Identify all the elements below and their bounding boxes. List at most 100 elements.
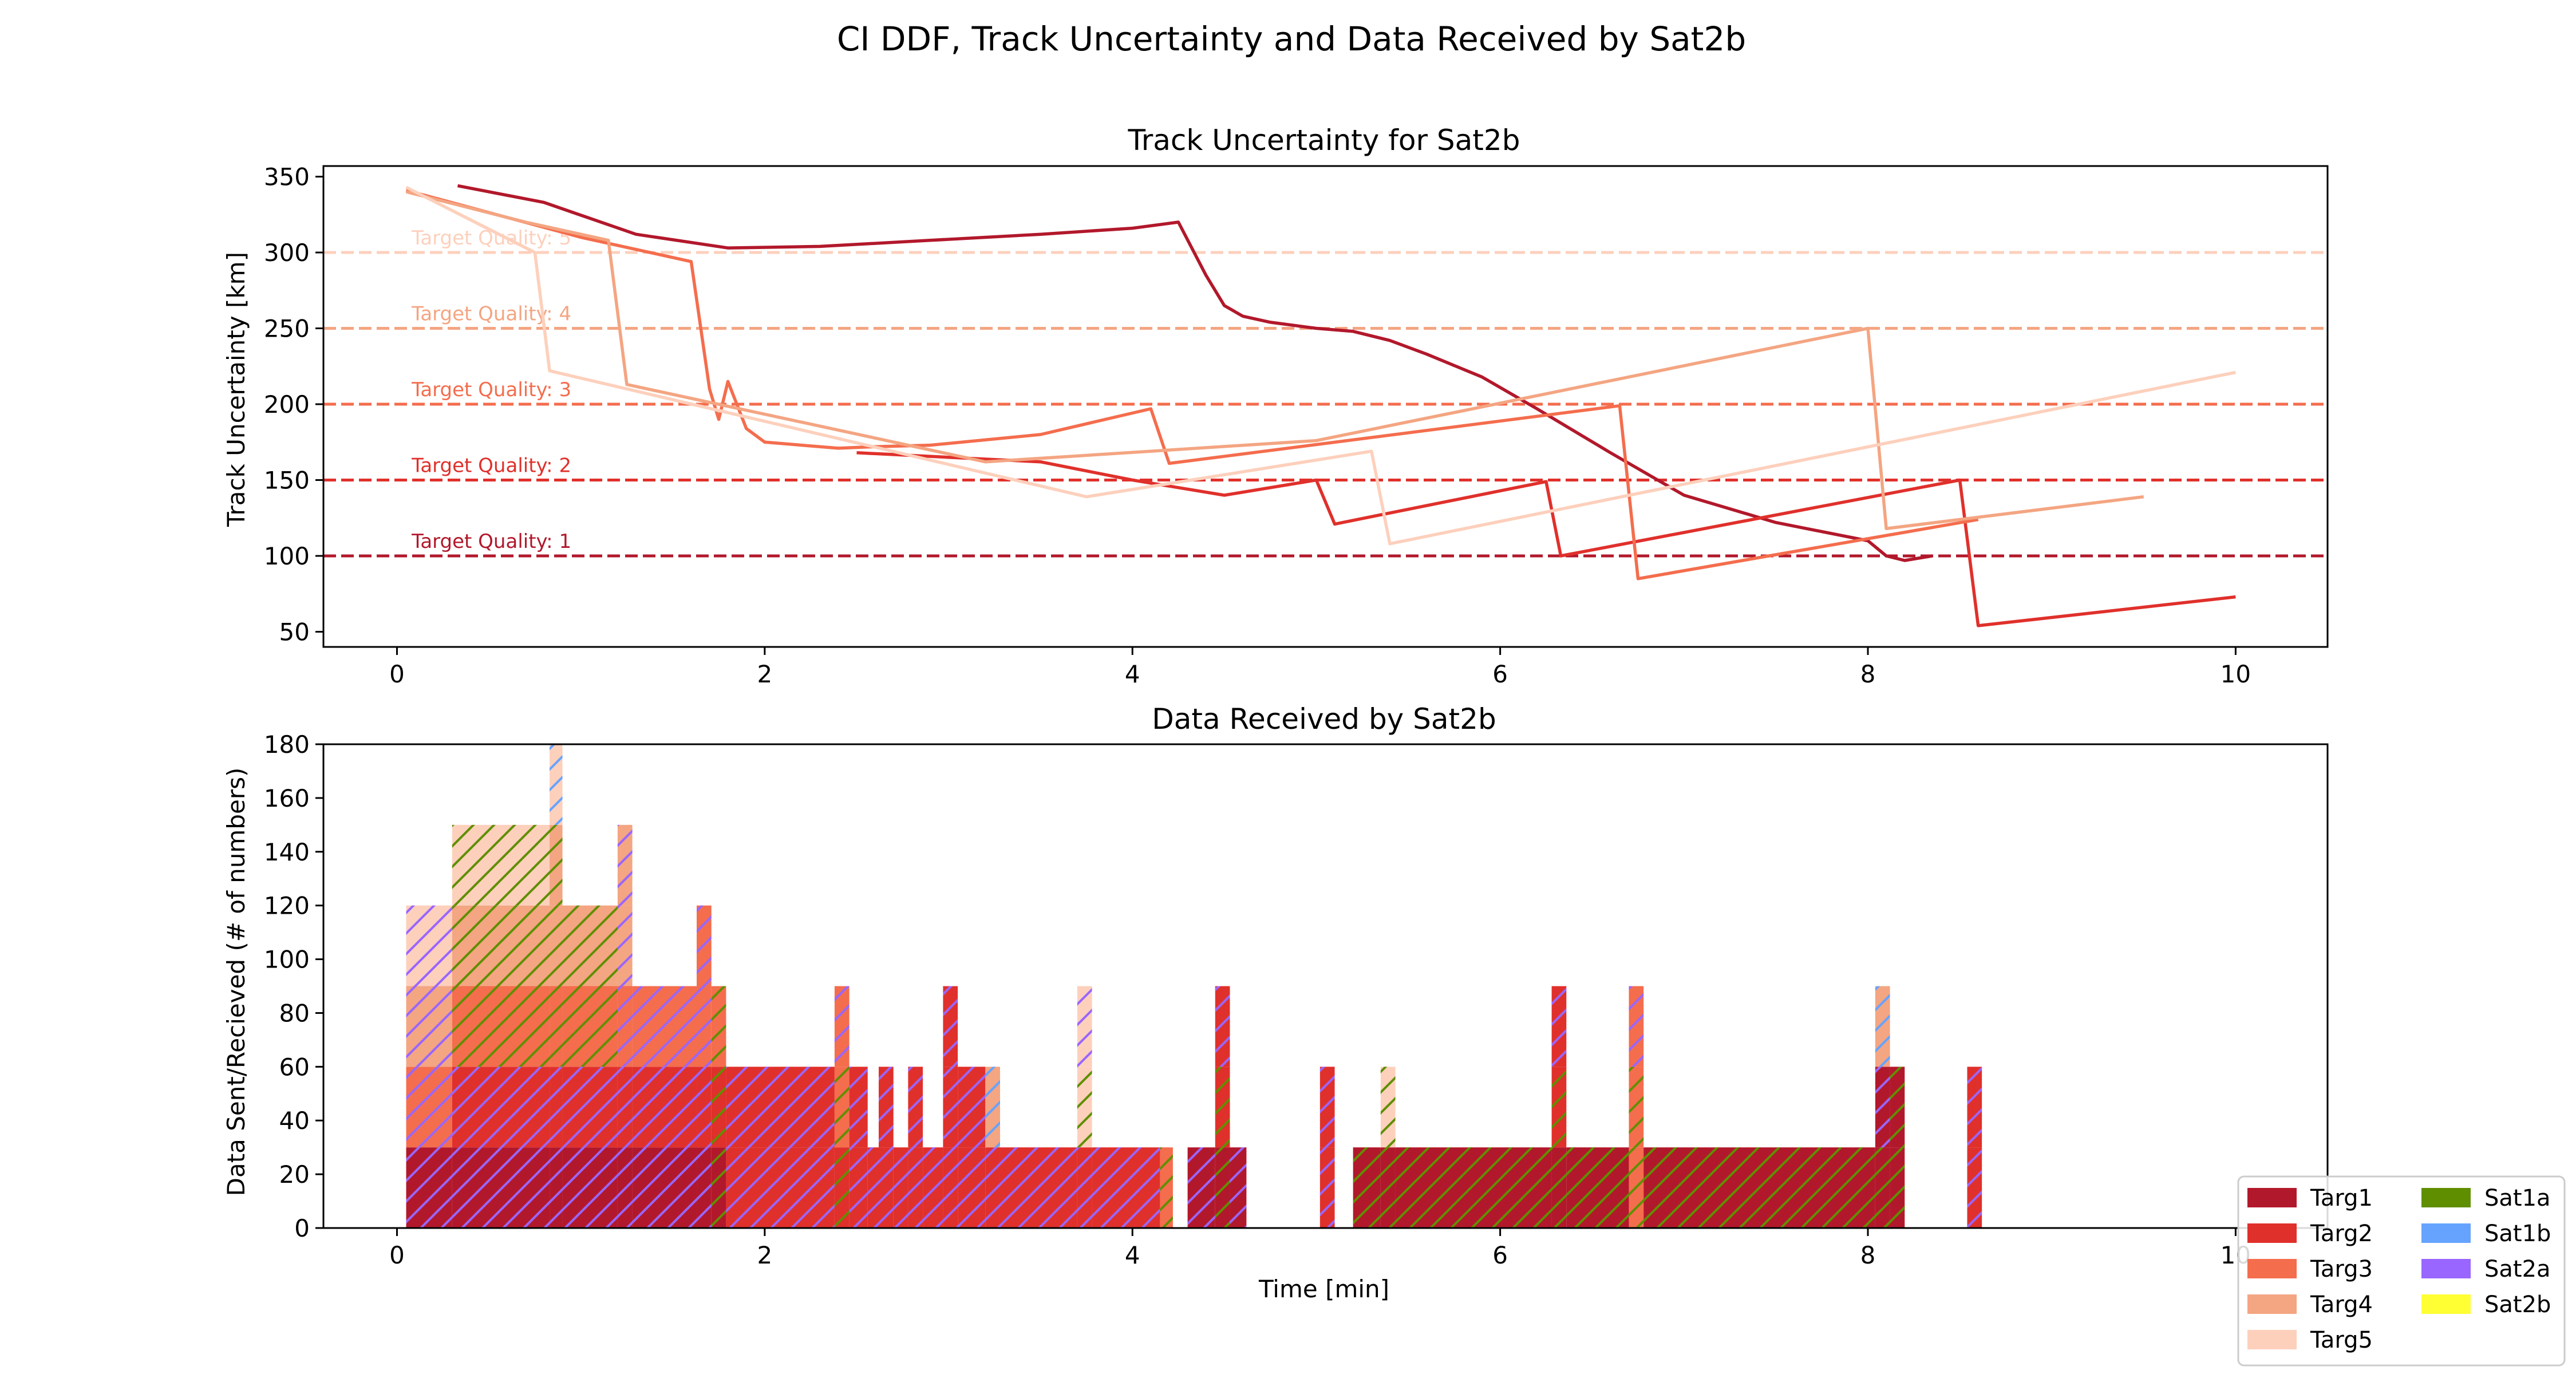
bar-hatch-sat2a	[697, 1147, 712, 1228]
legend-swatch-sat1a	[2421, 1188, 2471, 1207]
bar-hatch-sat2a	[617, 986, 633, 1067]
bar-hatch-sat1a	[550, 824, 563, 906]
bar-hatch-sat2a	[562, 1067, 618, 1148]
bar-hatch-sat1a	[1629, 1147, 1644, 1228]
data-bar-13	[879, 1067, 894, 1228]
bar-hatch-sat2a	[562, 1147, 618, 1228]
legend: Targ1 Targ2 Targ3 Targ4 Targ5 Sat1a Sat1b Sat2a…	[2237, 1175, 2566, 1367]
data-bar-16	[923, 1147, 943, 1228]
bottom-xtick-label-4: 4	[1125, 1241, 1140, 1269]
bar-hatch-sat2a	[879, 1147, 894, 1228]
bar-hatch-sat2a	[406, 986, 452, 1067]
legend-label-sat1a: Sat1a	[2484, 1185, 2551, 1211]
bar-hatch-sat1a	[1875, 1147, 1890, 1228]
bar-hatch-sat1a	[834, 1067, 850, 1148]
bar-hatch-sat1a	[1380, 1067, 1396, 1148]
bar-hatch-sat2a	[617, 1067, 633, 1148]
target-quality-label-2: Target Quality: 2	[411, 455, 571, 477]
data-bar-8	[711, 986, 726, 1228]
top-xtick-label-2: 2	[757, 660, 772, 688]
data-bar-35	[1875, 986, 1890, 1228]
top-ytick-label-150: 150	[264, 467, 310, 495]
bar-hatch-sat2a	[867, 1147, 879, 1228]
top-ytick-label-100: 100	[264, 542, 310, 570]
bar-hatch-sat2a	[1629, 986, 1644, 1067]
data-bar-22	[1092, 1147, 1160, 1228]
bar-hatch-sat1a	[1160, 1147, 1173, 1228]
data-bar-32	[1566, 1147, 1629, 1228]
bottom-ytick-label-160: 160	[264, 784, 310, 812]
legend-swatch-sat2b	[2421, 1294, 2471, 1314]
bar-hatch-sat2a	[908, 1067, 923, 1148]
data-bar-19	[985, 1067, 1000, 1228]
bar-hatch-sat1a	[711, 1067, 726, 1148]
legend-swatch-targ3	[2247, 1259, 2297, 1278]
bottom-xtick-label-0: 0	[389, 1241, 405, 1269]
legend-label-sat1b: Sat1b	[2484, 1221, 2551, 1247]
data-bar-18	[958, 1067, 986, 1228]
top-ytick-label-200: 200	[264, 390, 310, 418]
bar-hatch-sat2a	[1551, 986, 1567, 1067]
bottom-xtick-label-6: 6	[1492, 1241, 1508, 1269]
bottom-panel-ylabel: Data Sent/Recieved (# of numbers)	[222, 768, 250, 1197]
bar-hatch-sat2a	[908, 1147, 923, 1228]
bar-hatch-sat2a	[999, 1147, 1077, 1228]
bar-hatch-sat2a	[406, 1147, 452, 1228]
legend-swatch-targ5	[2247, 1330, 2297, 1349]
bar-hatch-sat1a	[1890, 1067, 1905, 1148]
legend-swatch-sat1b	[2421, 1223, 2471, 1243]
bar-hatch-sat2a	[452, 1147, 550, 1228]
data-bar-11	[849, 1067, 868, 1228]
bar-hatch-sat2a	[697, 905, 712, 986]
figure-suptitle: CI DDF, Track Uncertainty and Data Recei…	[837, 19, 1746, 58]
bar-hatch-sat2a	[632, 986, 697, 1067]
bar-hatch-sat1b	[550, 744, 563, 825]
bar-hatch-sat2a	[617, 905, 633, 986]
bar-hatch-sat1a	[1215, 1147, 1230, 1228]
data-bar-23	[1160, 1147, 1173, 1228]
bottom-ytick-label-180: 180	[264, 731, 310, 759]
bar-hatch-sat2a	[697, 986, 712, 1067]
top-xtick-label-0: 0	[389, 660, 405, 688]
bar-hatch-sat1a	[1215, 1067, 1230, 1148]
data-bar-1	[406, 905, 452, 1228]
data-bar-17	[943, 986, 958, 1228]
bar-hatch-sat2a	[1215, 986, 1230, 1067]
data-bar-33	[1629, 986, 1644, 1228]
target-quality-label-3: Target Quality: 3	[411, 378, 571, 401]
legend-label-targ5: Targ5	[2310, 1327, 2373, 1353]
bottom-ytick-label-60: 60	[279, 1053, 310, 1081]
bar-hatch-sat1a	[711, 986, 726, 1067]
bar-hatch-sat2a	[452, 1067, 550, 1148]
bar-hatch-sat1a	[1643, 1147, 1875, 1228]
bar-hatch-sat2a	[943, 1067, 958, 1148]
legend-label-targ1: Targ1	[2310, 1185, 2373, 1211]
bar-hatch-sat2a	[849, 1147, 868, 1228]
bar-hatch-sat2a	[697, 1067, 712, 1148]
top-ytick-label-250: 250	[264, 315, 310, 343]
data-bar-6	[632, 986, 697, 1228]
data-bar-37	[1967, 1067, 1982, 1228]
bar-hatch-sat1a	[1380, 1147, 1396, 1228]
data-bar-2	[452, 824, 550, 1228]
bottom-panel-xlabel: Time [min]	[1258, 1275, 1389, 1303]
bar-hatch-sat2a	[1092, 1147, 1160, 1228]
bar-hatch-sat2a	[726, 1147, 835, 1228]
bar-hatch-sat1a	[452, 986, 550, 1067]
top-ytick-label-350: 350	[264, 163, 310, 191]
data-bar-31	[1551, 986, 1567, 1228]
data-bar-27	[1319, 1067, 1335, 1228]
bar-hatch-sat2a	[1875, 1067, 1890, 1148]
top-panel-ylabel: Track Uncertainty [km]	[222, 252, 250, 527]
top-ytick-label-300: 300	[264, 239, 310, 267]
track-line-targ4	[405, 190, 2144, 531]
target-quality-label-4: Target Quality: 4	[411, 303, 571, 326]
top-plot-frame	[322, 165, 2329, 648]
data-bar-5	[617, 824, 633, 1228]
bar-hatch-sat2a	[985, 1147, 1000, 1228]
bar-hatch-sat2a	[726, 1067, 835, 1148]
target-quality-label-1: Target Quality: 1	[411, 530, 571, 553]
data-bar-7	[697, 905, 712, 1228]
bar-hatch-sat1a	[1551, 1147, 1567, 1228]
